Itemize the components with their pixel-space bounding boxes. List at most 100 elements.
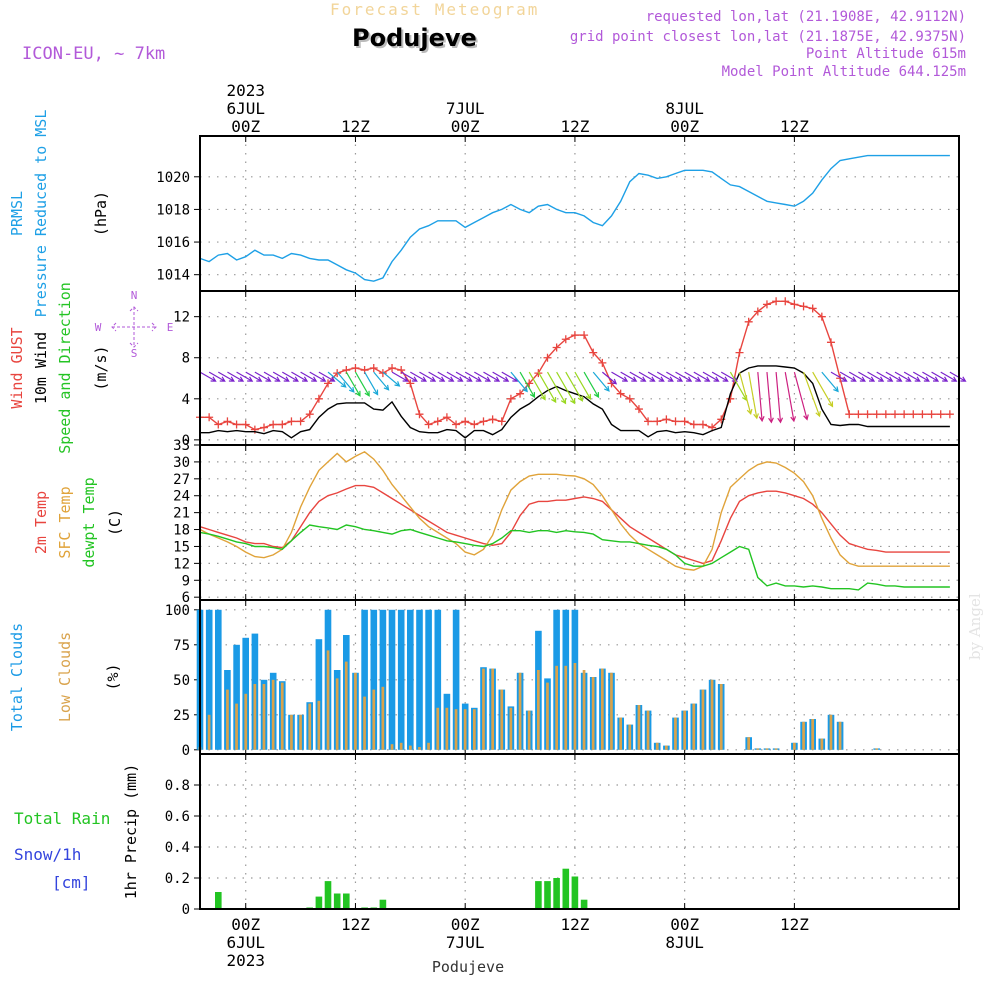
wind-arrow <box>456 372 472 381</box>
bar-low-clouds <box>656 743 659 750</box>
gust-marker <box>891 410 899 418</box>
bar-low-clouds <box>464 709 467 750</box>
gust-marker <box>672 417 680 425</box>
gust-marker <box>315 395 323 403</box>
gust-marker <box>882 410 890 418</box>
wind-arrow <box>209 372 225 381</box>
gust-marker <box>223 417 231 425</box>
panel-label: Low Clouds <box>56 632 74 722</box>
wind-arrow <box>255 372 271 381</box>
panel-frame <box>200 754 959 909</box>
bar-total-rain <box>316 897 323 909</box>
panel-label: SFC Temp <box>56 486 74 558</box>
wind-arrow <box>282 372 298 381</box>
y-tick-label: 1020 <box>156 170 190 186</box>
wind-arrow <box>291 372 307 381</box>
wind-arrow <box>639 372 655 381</box>
top-axis-label: 00Z <box>451 117 480 136</box>
wind-arrow <box>913 372 929 381</box>
gust-marker <box>900 410 908 418</box>
bar-low-clouds <box>418 747 421 750</box>
wind-arrow <box>840 372 856 381</box>
bar-low-clouds <box>372 690 375 750</box>
bar-low-clouds <box>391 744 394 750</box>
bar-low-clouds <box>564 666 567 750</box>
bar-total-rain <box>553 878 560 909</box>
wind-arrow <box>694 372 710 381</box>
wind-arrow <box>264 372 280 381</box>
panel-label: 1hr Precip (mm) <box>122 764 140 899</box>
wind-arrow <box>877 372 893 381</box>
bar-low-clouds <box>628 725 631 750</box>
bar-low-clouds <box>427 743 430 750</box>
gust-marker <box>571 331 579 339</box>
bar-low-clouds <box>720 684 723 750</box>
panel-label: dewpt Temp <box>80 477 98 567</box>
bar-low-clouds <box>647 711 650 750</box>
gust-marker <box>287 417 295 425</box>
bottom-axis-label: 12Z <box>341 915 370 934</box>
bar-low-clouds <box>702 690 705 750</box>
y-tick-label: 18 <box>173 523 190 539</box>
gust-marker <box>690 420 698 428</box>
bottom-axis-label: 6JUL <box>226 933 265 952</box>
top-axis-label: 6JUL <box>226 99 265 118</box>
wind-arrow <box>310 372 326 381</box>
bar-total-rain <box>380 900 387 909</box>
wind-arrow <box>712 372 728 381</box>
top-axis-label: 00Z <box>231 117 260 136</box>
y-tick-label: 1018 <box>156 202 190 218</box>
wind-arrow <box>849 372 865 381</box>
bar-low-clouds <box>455 709 458 750</box>
gust-marker <box>278 420 286 428</box>
gust-marker <box>699 420 707 428</box>
gust-marker <box>736 349 744 357</box>
bar-low-clouds <box>583 670 586 750</box>
panel-label: Pressure Reduced to MSL <box>32 110 50 318</box>
bar-low-clouds <box>299 715 302 750</box>
gust-marker <box>388 364 396 372</box>
bar-low-clouds <box>400 743 403 750</box>
bar-low-clouds <box>473 709 476 750</box>
wind-arrow <box>401 372 417 381</box>
gust-marker <box>461 417 469 425</box>
y-tick-label: 24 <box>173 489 190 505</box>
y-tick-label: 21 <box>173 506 190 522</box>
compass-rose <box>112 307 156 347</box>
panel-frame <box>200 291 959 445</box>
gust-marker <box>937 410 945 418</box>
bottom-axis-label: 00Z <box>231 915 260 934</box>
wind-arrow <box>868 372 884 381</box>
bar-low-clouds <box>638 705 641 750</box>
bar-total-rain <box>215 892 222 909</box>
wind-arrow <box>566 372 583 401</box>
gust-marker <box>351 364 359 372</box>
bar-low-clouds <box>272 680 275 750</box>
wind-arrow <box>886 372 902 381</box>
bar-low-clouds <box>592 677 595 750</box>
bar-low-clouds <box>491 669 494 750</box>
wind-arrow <box>904 372 920 381</box>
y-tick-label: 1014 <box>156 268 190 284</box>
gust-marker <box>873 410 881 418</box>
gust-marker <box>233 420 241 428</box>
bottom-axis-label: 12Z <box>560 915 589 934</box>
compass-w: W <box>95 321 102 334</box>
bar-total-clouds <box>425 610 432 750</box>
wind-arrow <box>483 372 499 381</box>
bar-low-clouds <box>793 743 796 750</box>
bar-low-clouds <box>318 701 321 750</box>
series-prmsl <box>200 156 950 282</box>
y-tick-label: 12 <box>173 310 190 326</box>
y-tick-label: 0.2 <box>165 871 190 887</box>
footer-location: Podujeve <box>432 958 504 976</box>
wind-arrow <box>758 372 764 421</box>
y-tick-label: 75 <box>173 638 190 654</box>
gust-marker <box>434 417 442 425</box>
gust-marker <box>379 369 387 377</box>
bottom-axis-label: 00Z <box>670 915 699 934</box>
y-tick-label: 0 <box>182 743 190 759</box>
panel-frame <box>200 445 959 600</box>
wind-arrow <box>237 372 253 381</box>
